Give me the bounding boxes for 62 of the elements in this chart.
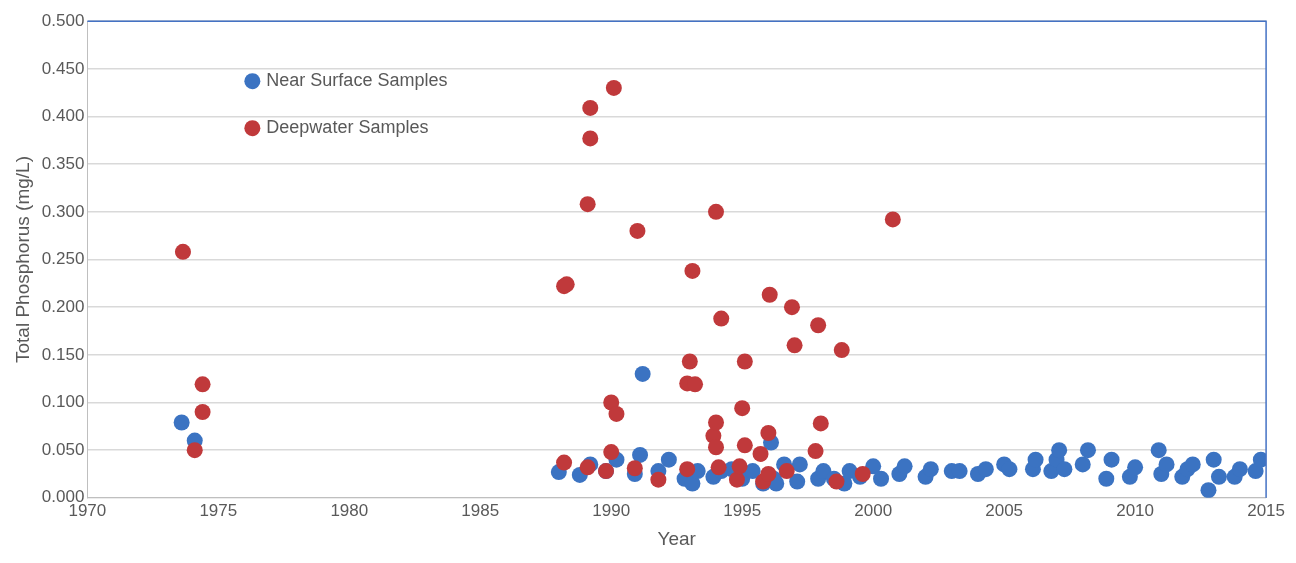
- point: [650, 471, 667, 488]
- point: [760, 424, 777, 441]
- x-tick-label: 1995: [723, 500, 762, 520]
- y-tick-label: 0.100: [41, 392, 85, 412]
- point: [807, 443, 824, 460]
- y-tick-label: 0.500: [41, 10, 85, 30]
- point: [736, 353, 753, 370]
- x-tick-label: 1985: [461, 500, 500, 520]
- x-tick-label: 2015: [1247, 500, 1285, 520]
- point: [833, 342, 850, 359]
- point: [556, 454, 573, 471]
- point: [194, 376, 211, 393]
- point: [778, 463, 795, 480]
- x-tick-label: 2005: [985, 500, 1024, 520]
- x-tick-label: 1980: [330, 500, 369, 520]
- point: [681, 353, 698, 370]
- point: [708, 439, 725, 456]
- point: [736, 437, 753, 454]
- legend-label: Deepwater Samples: [266, 117, 429, 138]
- point: [884, 211, 901, 228]
- point: [812, 415, 829, 432]
- point: [760, 465, 777, 482]
- point: [708, 414, 725, 431]
- point: [194, 404, 211, 421]
- point: [174, 243, 191, 260]
- point: [605, 79, 622, 96]
- point: [786, 337, 803, 354]
- x-tick-label: 1990: [592, 500, 631, 520]
- y-tick-label: 0.250: [41, 249, 85, 269]
- point: [761, 286, 778, 303]
- x-tick-label: 2000: [854, 500, 893, 520]
- x-tick-label: 1975: [199, 500, 238, 520]
- y-tick-label: 0.050: [41, 439, 85, 459]
- point: [708, 203, 725, 220]
- point: [603, 444, 620, 461]
- y-tick-label: 0.400: [41, 106, 85, 126]
- y-tick-label: 0.150: [41, 344, 85, 364]
- point: [582, 130, 599, 147]
- point: [582, 99, 599, 116]
- y-tick-label: 0.350: [41, 153, 85, 173]
- x-axis-title: Year: [657, 527, 697, 549]
- point: [579, 196, 596, 213]
- point: [710, 459, 727, 476]
- point: [731, 458, 748, 475]
- point: [608, 405, 625, 422]
- point: [629, 222, 646, 239]
- y-tick-label: 0.200: [41, 296, 85, 316]
- x-tick-label: 2010: [1116, 500, 1155, 520]
- point: [734, 400, 751, 417]
- point: [684, 262, 701, 279]
- y-tick-label: 0.450: [41, 58, 85, 78]
- y-axis-title: Total Phosphorus (mg/L): [11, 156, 33, 363]
- point: [783, 299, 800, 316]
- point: [713, 310, 730, 327]
- point: [186, 442, 203, 459]
- point: [626, 460, 643, 477]
- point: [752, 445, 769, 462]
- y-tick-label: 0.300: [41, 201, 85, 221]
- point: [728, 471, 745, 488]
- point: [810, 317, 827, 334]
- legend-label: Near Surface Samples: [266, 70, 448, 91]
- point: [679, 461, 696, 478]
